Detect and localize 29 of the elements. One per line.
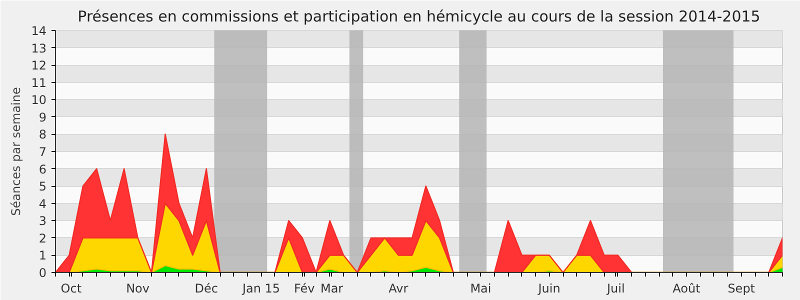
y-tick-label: 9 (38, 110, 47, 124)
x-tick-label: Oct (60, 282, 82, 296)
y-tick-label: 14 (31, 24, 47, 38)
x-tick-label: Nov (126, 282, 150, 296)
x-tick-label: Juil (606, 282, 625, 296)
y-tick-label: 13 (31, 41, 47, 56)
y-tick-label: 10 (31, 93, 47, 108)
y-tick-label: 2 (38, 231, 47, 246)
x-tick-label: Avr (388, 282, 408, 296)
y-tick-label: 3 (38, 214, 47, 228)
y-tick-label: 5 (38, 180, 47, 194)
x-tick-label: Sept (728, 282, 756, 296)
y-tick-label: 6 (38, 162, 47, 176)
x-tick-label: Mar (320, 282, 344, 296)
x-tick-label: Déc (194, 282, 218, 296)
x-tick-label: Fév (294, 282, 315, 296)
y-tick-label: 4 (38, 196, 47, 211)
y-tick-label: 7 (38, 145, 47, 159)
y-tick-label: 11 (31, 76, 47, 90)
y-tick-label: 0 (38, 266, 47, 280)
chart-title: Présences en commissions et participation en hémicycle au cours de la session 2014-2015 (78, 8, 760, 26)
y-tick-label: 12 (31, 58, 47, 73)
x-tick-label: Jan 15 (241, 282, 280, 296)
y-axis-title: Séances par semaine (9, 87, 24, 216)
y-tick-label: 1 (38, 248, 47, 263)
x-tick-label: Août (672, 282, 701, 296)
x-tick-label: Juin (537, 282, 560, 296)
x-tick-label: Mai (470, 282, 492, 296)
y-tick-label: 8 (38, 128, 47, 142)
